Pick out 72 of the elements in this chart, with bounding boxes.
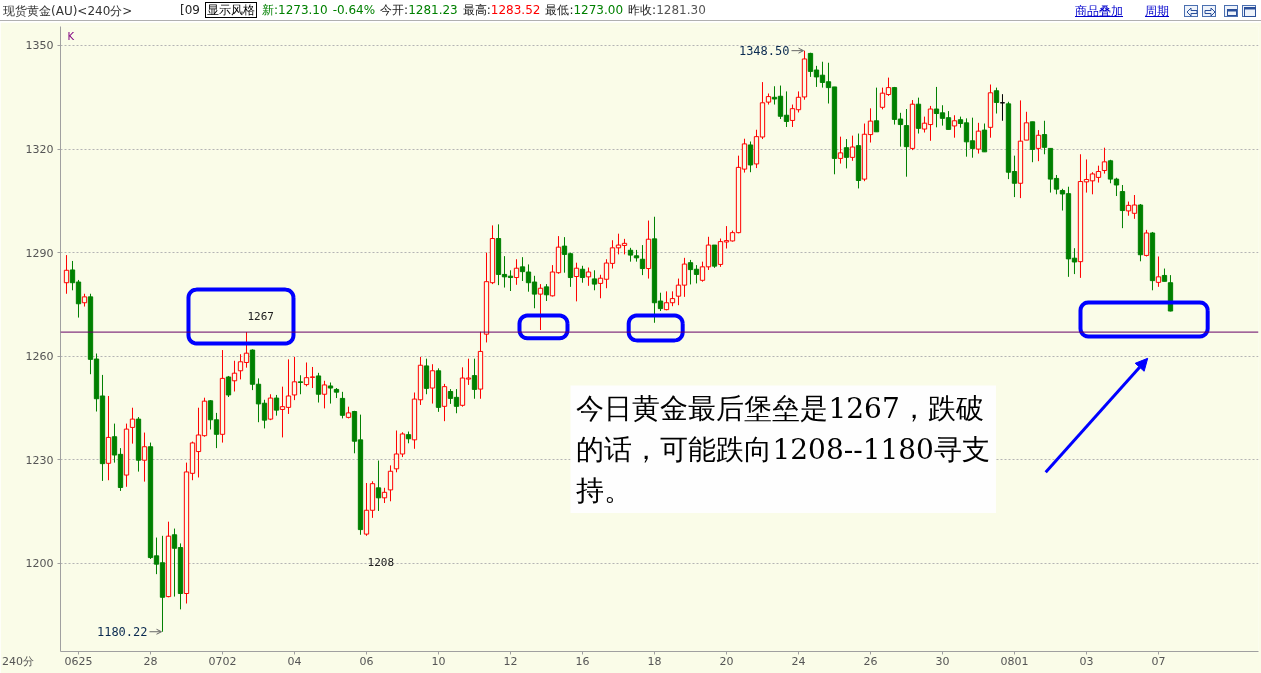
- y-tick-label: 1350: [25, 39, 54, 53]
- text: [09 显示风格 新:1273.10 -0.64% 今开:1281.23 最高:1283.52 最低:1273.00 昨收:1281.30: [180, 3, 706, 17]
- candlestick: [441, 383, 448, 422]
- candlestick: [267, 393, 274, 421]
- candlestick: [873, 87, 880, 133]
- x-tick-label: 04: [287, 654, 302, 668]
- chart-title: 现货黄金(AU)<240分>: [3, 3, 133, 20]
- candlestick: [1155, 255, 1162, 288]
- candlestick: [591, 269, 598, 291]
- candlestick: [129, 407, 136, 445]
- candlestick: [315, 372, 322, 404]
- candlestick: [837, 136, 844, 165]
- y-tick-label: 1230: [25, 453, 54, 467]
- text: 周期: [1145, 4, 1169, 18]
- x-tick-label: 0625: [64, 654, 93, 668]
- candlestick: [843, 138, 850, 169]
- candlestick: [585, 267, 592, 287]
- candlestick: [903, 108, 910, 178]
- annotation: 1208: [367, 555, 395, 569]
- y-tick-label: 1200: [25, 557, 54, 571]
- candlestick: [1041, 120, 1048, 155]
- candlestick: [537, 283, 544, 331]
- candlestick: [375, 460, 382, 512]
- candlestick: [573, 262, 580, 302]
- text: 240分: [1, 654, 34, 670]
- x-tick-label: 16: [575, 654, 590, 668]
- x-tick-label: 0702: [208, 654, 237, 668]
- x-tick-label: 28: [143, 654, 158, 668]
- text: 商品叠加: [1075, 4, 1123, 18]
- annotation: 1180.22: [96, 625, 148, 640]
- annotation: K: [67, 30, 75, 42]
- annotation: 1267: [247, 310, 274, 324]
- candlestick: [387, 464, 394, 502]
- x-tick-label: 07: [1151, 654, 1166, 668]
- candlestick: [981, 123, 988, 153]
- candlestick: [1101, 147, 1108, 175]
- x-tick-label: 10: [431, 654, 446, 668]
- candlestick: [849, 135, 856, 162]
- annotation: 今日黄金最后堡垒是1267，跌破的话，可能跌向1208--1180寻支持。: [576, 391, 990, 507]
- candlestick: [339, 391, 346, 419]
- x-tick-label: 06: [359, 654, 374, 668]
- candlestick: [273, 394, 280, 417]
- x-tick-label: 18: [647, 654, 662, 668]
- y-tick-label: 1290: [25, 246, 54, 260]
- candlestick: [429, 363, 436, 405]
- candlestick: [141, 432, 148, 483]
- candlestick: [63, 254, 70, 295]
- x-tick-label: 0801: [1000, 654, 1029, 668]
- candlestick: [1143, 229, 1150, 257]
- candlestick: [423, 358, 430, 395]
- x-tick-label: 26: [863, 654, 878, 668]
- annotation: 1348.50: [738, 44, 790, 59]
- y-tick-label: 1260: [25, 350, 54, 364]
- candlestick: [993, 87, 1000, 115]
- x-tick-label: 20: [719, 654, 734, 668]
- candlestick: [1119, 184, 1126, 229]
- candlestick: [297, 374, 304, 395]
- x-tick-label: 12: [503, 654, 518, 668]
- candlestick: [1035, 129, 1042, 162]
- candlestick: [975, 122, 982, 155]
- candlestick: [951, 114, 958, 139]
- candlestick: [639, 244, 646, 276]
- x-tick-label: 03: [1079, 654, 1094, 668]
- candlestick: [711, 244, 718, 269]
- y-tick-label: 1320: [25, 143, 54, 157]
- candlestick: [513, 258, 520, 286]
- candlestick: [327, 382, 334, 405]
- candlestick: [321, 380, 328, 409]
- x-tick-label: 30: [935, 654, 950, 668]
- candlestick: [747, 140, 754, 173]
- x-tick-label: 24: [791, 654, 806, 668]
- candlestick: [471, 358, 478, 400]
